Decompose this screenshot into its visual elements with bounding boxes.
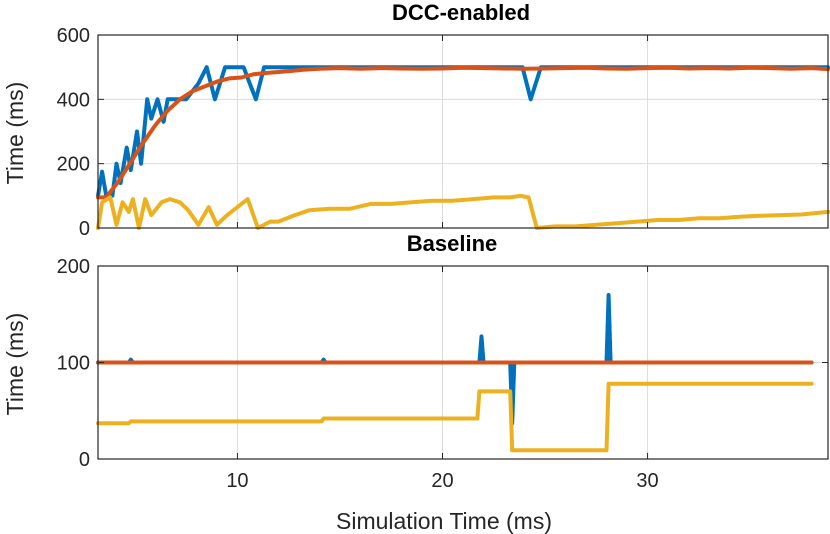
y-tick-label: 400 (57, 89, 90, 111)
x-tick-label: 20 (431, 470, 453, 492)
axes-frame (97, 34, 829, 229)
dcc-enabled-title: DCC-enabled (392, 0, 530, 25)
y-tick-label: 100 (57, 353, 90, 375)
y-tick-label: 600 (57, 25, 90, 47)
baseline-title: Baseline (407, 231, 498, 256)
y-tick-label: 200 (57, 256, 90, 278)
dcc-enabled-ylabel: Time (ms) (2, 82, 28, 185)
dcc-enabled-panel: DCC-enabled Time (ms) 0 200 400 600 (2, 0, 830, 240)
baseline-panel: Baseline Time (ms) Simulation Time (ms) … (2, 231, 829, 534)
x-tick-label: 30 (636, 470, 658, 492)
y-tick-label: 200 (57, 154, 90, 176)
baseline-xlabel: Simulation Time (ms) (336, 508, 552, 534)
series-line-3 (96, 193, 830, 230)
y-tick-label: 0 (79, 449, 90, 471)
series-line-3 (96, 381, 814, 453)
series-line-2 (96, 65, 830, 200)
x-tick-label: 10 (226, 470, 248, 492)
y-tick-label: 0 (79, 218, 90, 240)
baseline-ylabel: Time (ms) (2, 313, 28, 416)
